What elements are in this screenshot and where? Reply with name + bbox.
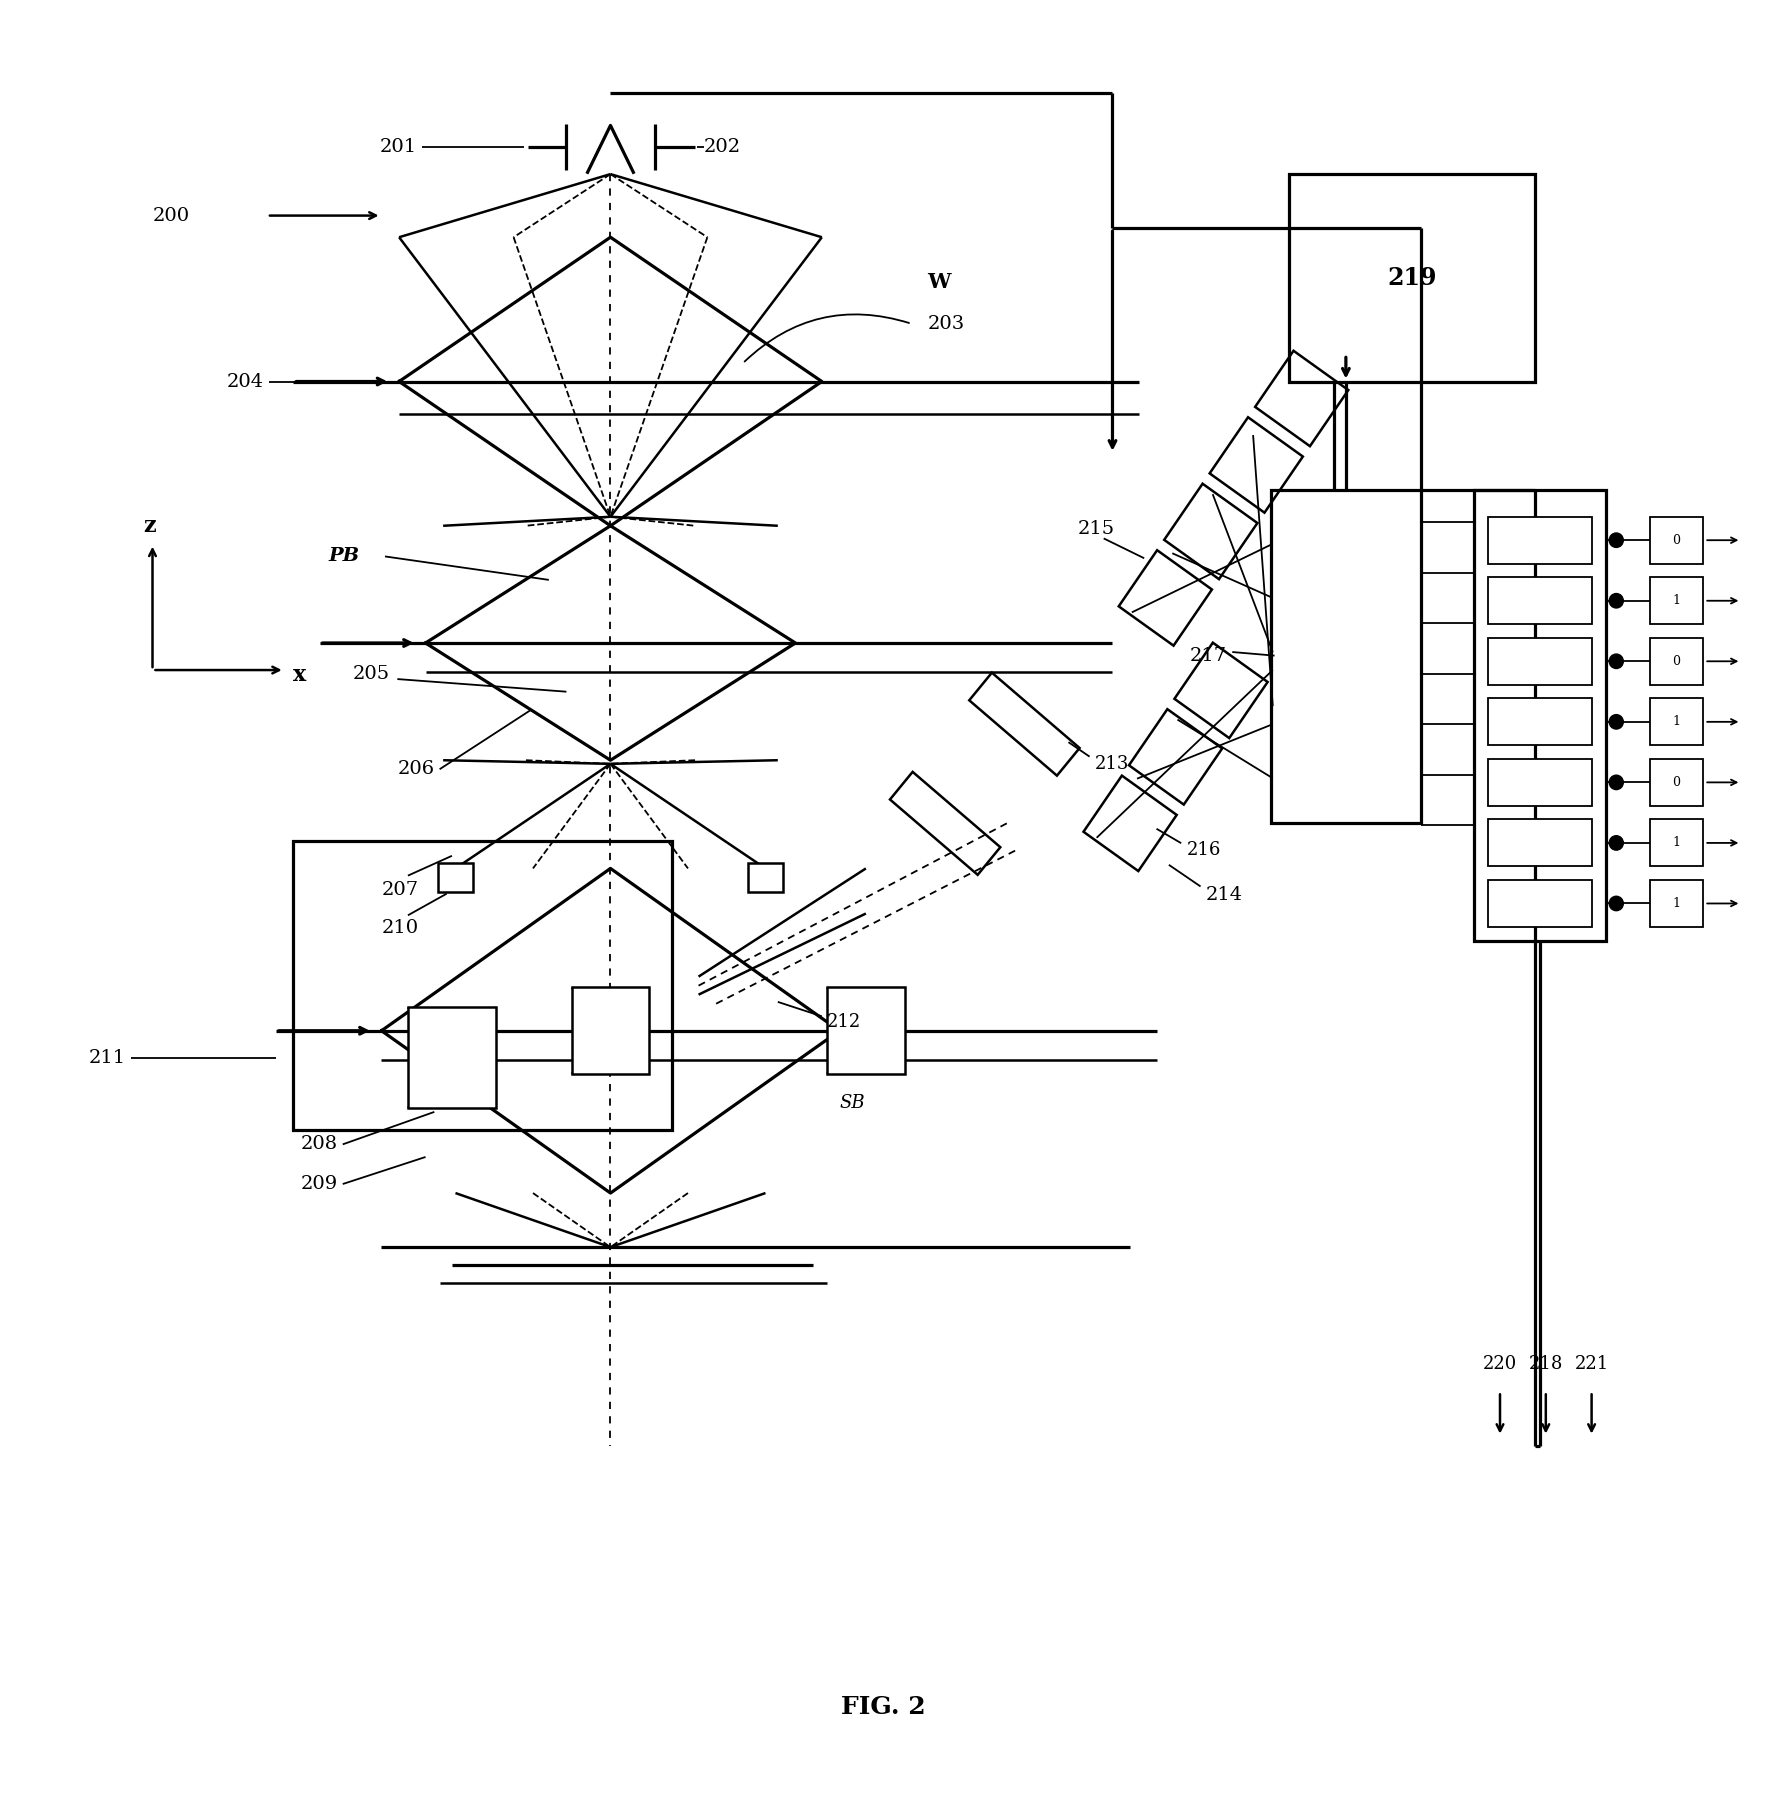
Text: W: W [928,273,951,293]
Circle shape [1610,655,1624,669]
Bar [438,863,474,892]
Text: 211: 211 [88,1049,125,1067]
Bar [1488,879,1592,926]
Text: 1: 1 [1672,836,1680,850]
Bar [1650,879,1703,926]
Bar [1650,819,1703,867]
Bar [573,988,648,1075]
Text: x: x [293,664,307,686]
Bar [408,1008,497,1109]
Bar [293,841,671,1131]
Text: 202: 202 [703,137,740,156]
Text: 221: 221 [1574,1355,1608,1373]
Circle shape [1610,593,1624,608]
Text: SB: SB [839,1094,866,1113]
Bar [827,988,905,1075]
Bar [1270,490,1421,823]
Text: 219: 219 [1387,266,1437,289]
Text: 208: 208 [300,1136,337,1154]
Bar [1488,760,1592,805]
Text: 204: 204 [226,373,263,391]
Text: FIG. 2: FIG. 2 [841,1695,926,1719]
Bar [1650,577,1703,624]
Circle shape [1610,895,1624,910]
Circle shape [1610,836,1624,850]
Text: 217: 217 [1189,646,1226,664]
Text: 207: 207 [382,881,419,899]
Text: 213: 213 [1096,754,1129,772]
Bar [1488,819,1592,867]
Text: 1: 1 [1672,593,1680,608]
Bar [1650,517,1703,564]
Text: 1: 1 [1672,897,1680,910]
Text: 0: 0 [1672,534,1680,546]
Bar [1488,639,1592,686]
Text: 205: 205 [353,664,391,682]
Text: 215: 215 [1078,521,1115,539]
Text: 1: 1 [1672,715,1680,729]
Text: 0: 0 [1672,655,1680,668]
Text: 210: 210 [382,919,419,937]
Text: 220: 220 [1483,1355,1518,1373]
Text: 201: 201 [380,137,417,156]
Text: 206: 206 [398,760,435,778]
Text: 203: 203 [928,315,965,333]
Bar [1474,490,1606,941]
Text: 209: 209 [300,1176,337,1192]
Text: 216: 216 [1186,841,1221,859]
Bar [1488,698,1592,745]
Bar [1650,639,1703,686]
Bar [1288,174,1536,382]
Bar [1488,517,1592,564]
Bar [747,863,783,892]
Bar [1650,760,1703,805]
Bar [1650,698,1703,745]
Text: PB: PB [329,548,360,566]
Circle shape [1610,715,1624,729]
Circle shape [1610,534,1624,548]
Text: z: z [143,516,155,537]
Text: 0: 0 [1672,776,1680,789]
Text: 200: 200 [152,206,189,224]
Bar [1488,577,1592,624]
Text: 214: 214 [1205,886,1242,904]
Text: 212: 212 [827,1013,861,1031]
Text: 218: 218 [1528,1355,1564,1373]
Circle shape [1610,776,1624,789]
